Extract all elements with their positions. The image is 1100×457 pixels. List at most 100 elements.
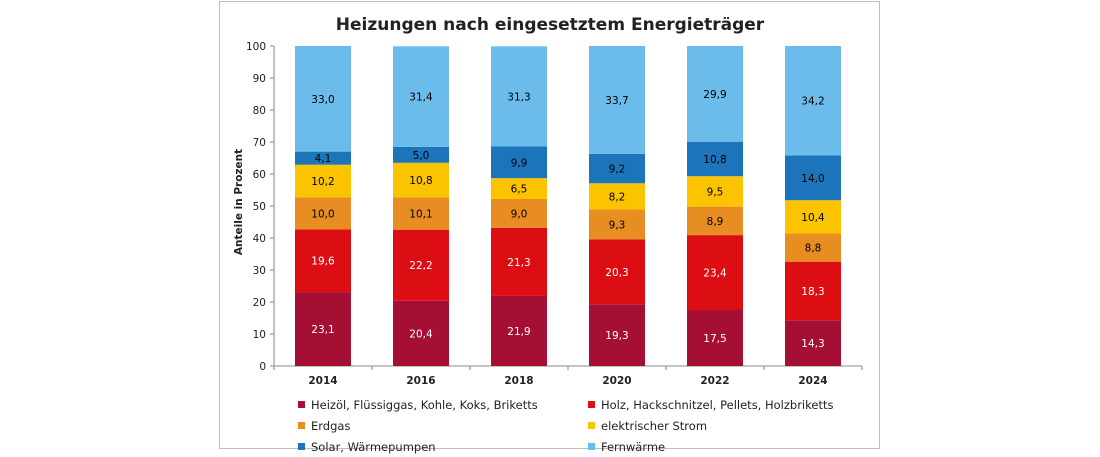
bar-segment: [589, 239, 645, 305]
bar-segment: [687, 235, 743, 310]
bar-segment: [295, 46, 351, 152]
data-label: 20,4: [409, 328, 433, 340]
data-label: 4,1: [315, 153, 332, 165]
y-tick-label: 10: [253, 329, 266, 341]
data-label: 8,9: [707, 216, 724, 228]
legend-swatch-holz: [588, 401, 595, 408]
legend-label-holz: Holz, Hackschnitzel, Pellets, Holzbriket…: [601, 397, 834, 412]
data-label: 10,1: [409, 209, 432, 221]
x-axis-ticks: 2014 2016 2018 2020 2022 2024: [273, 366, 863, 387]
data-label: 31,3: [507, 91, 530, 103]
bar-segment: [589, 304, 645, 366]
legend-swatch-fernwaerme: [588, 443, 595, 450]
x-tick-label: 2024: [798, 375, 827, 387]
y-tick-label: 60: [253, 169, 266, 181]
bar-segment: [295, 197, 351, 230]
bar-segment: [785, 200, 841, 234]
data-label: 8,2: [609, 191, 626, 203]
bar-segment: [393, 197, 449, 230]
data-label: 10,4: [801, 212, 825, 224]
bar-segment: [589, 209, 645, 240]
bar-segment: [785, 155, 841, 201]
bar-segment: [295, 164, 351, 198]
legend-item-erdgas: Erdgas: [298, 419, 588, 433]
y-tick-label: 90: [253, 73, 266, 85]
y-axis-label: Anteile in Prozent: [233, 149, 245, 255]
legend-swatch-solar: [298, 443, 305, 450]
bar-stack-2014: 23,1 19,6 10,0 10,2 4,1 33,0: [295, 46, 351, 366]
data-label: 29,9: [703, 89, 726, 101]
bar-segment: [393, 229, 449, 301]
data-label: 9,3: [609, 219, 626, 231]
legend-item-holz: Holz, Hackschnitzel, Pellets, Holzbriket…: [588, 398, 858, 412]
data-label: 14,3: [801, 338, 824, 350]
data-label: 10,2: [311, 176, 334, 188]
legend-item-solar: Solar, Wärmepumpen: [298, 440, 588, 454]
y-tick-label: 80: [253, 105, 266, 117]
bar-segment: [687, 206, 743, 236]
bar-segment: [687, 141, 743, 177]
data-label: 21,3: [507, 257, 530, 269]
data-label: 17,5: [703, 333, 726, 345]
legend: Heizöl, Flüssiggas, Kohle, Koks, Brikett…: [298, 394, 858, 457]
bar-segment: [785, 261, 841, 321]
bar-stack-2024: 14,3 18,3 8,8 10,4 14,0 34,2: [785, 46, 841, 366]
y-tick-label: 100: [246, 41, 266, 53]
legend-swatch-strom: [588, 422, 595, 429]
chart-svg: Heizungen nach eingesetztem Energieträge…: [233, 15, 863, 387]
data-label: 31,4: [409, 92, 433, 104]
data-label: 9,2: [609, 164, 626, 176]
legend-swatch-heizoel: [298, 401, 305, 408]
legend-label-erdgas: Erdgas: [311, 418, 351, 433]
x-tick-label: 2022: [700, 375, 729, 387]
data-label: 9,5: [707, 186, 724, 198]
data-label: 22,2: [409, 260, 432, 272]
chart-title: Heizungen nach eingesetztem Energieträge…: [336, 15, 765, 35]
bar-segment: [589, 183, 645, 210]
data-label: 10,0: [311, 208, 334, 220]
data-label: 14,0: [801, 173, 824, 185]
bar-segment: [687, 176, 743, 207]
bar-segment: [491, 178, 547, 199]
bar-stack-2018: 21,9 21,3 9,0 6,5 9,9 31,3: [491, 46, 547, 366]
data-label: 34,2: [801, 96, 824, 108]
legend-label-strom: elektrischer Strom: [601, 418, 708, 433]
data-label: 33,7: [605, 95, 628, 107]
y-tick-label: 0: [259, 361, 266, 373]
legend-label-heizoel: Heizöl, Flüssiggas, Kohle, Koks, Brikett…: [311, 397, 538, 412]
bar-segment: [295, 229, 351, 293]
y-tick-label: 50: [253, 201, 266, 213]
bar-segment: [491, 198, 547, 228]
bar-segment: [295, 292, 351, 366]
data-label: 33,0: [311, 94, 334, 106]
data-label: 9,0: [511, 208, 528, 220]
data-label: 6,5: [511, 184, 528, 196]
y-tick-label: 30: [253, 265, 266, 277]
data-label: 5,0: [413, 150, 430, 162]
bar-segment: [393, 46, 449, 147]
y-tick-label: 40: [253, 233, 266, 245]
data-label: 8,8: [805, 243, 822, 255]
legend-item-fernwaerme: Fernwärme: [588, 440, 858, 454]
y-tick-label: 20: [253, 297, 266, 309]
bar-stacks: 23,1 19,6 10,0 10,2 4,1 33,0 20,4 22,2 10,1 10,8 5…: [295, 46, 841, 366]
bar-segment: [589, 46, 645, 154]
data-label: 19,6: [311, 256, 335, 268]
x-tick-label: 2020: [602, 375, 631, 387]
legend-item-heizoel: Heizöl, Flüssiggas, Kohle, Koks, Brikett…: [298, 398, 588, 412]
bar-segment: [785, 233, 841, 262]
chart-frame: Heizungen nach eingesetztem Energieträge…: [219, 1, 880, 454]
legend-swatch-erdgas: [298, 422, 305, 429]
y-tick-label: 70: [253, 137, 266, 149]
bar-segment: [589, 153, 645, 184]
data-label: 21,9: [507, 326, 530, 338]
data-label: 10,8: [409, 175, 432, 187]
x-tick-label: 2016: [406, 375, 435, 387]
bar-segment: [491, 46, 547, 147]
legend-label-fernwaerme: Fernwärme: [601, 439, 666, 454]
bar-stack-2022: 17,5 23,4 8,9 9,5 10,8 29,9: [687, 46, 743, 366]
data-label: 18,3: [801, 286, 824, 298]
bar-segment: [491, 227, 547, 296]
data-label: 10,8: [703, 154, 726, 166]
bar-segment: [785, 46, 841, 156]
